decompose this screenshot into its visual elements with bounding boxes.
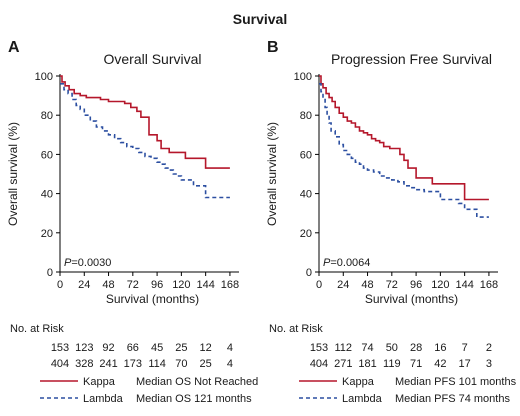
at-risk-count: 404 [310, 358, 328, 370]
y-tick-label: 100 [294, 71, 312, 83]
at-risk-count: 241 [99, 358, 117, 370]
y-tick-label: 40 [41, 189, 53, 201]
at-risk-count: 173 [124, 358, 142, 370]
legend-median: Median PFS 101 months [395, 376, 517, 388]
x-tick-label: 48 [361, 279, 373, 291]
legend-median: Median OS 121 months [136, 393, 252, 405]
x-tick-label: 0 [57, 279, 63, 291]
legend-label: Lambda [83, 393, 124, 405]
at-risk-count: 3 [486, 358, 492, 370]
x-tick-label: 120 [431, 279, 449, 291]
x-tick-label: 96 [151, 279, 163, 291]
x-tick-label: 72 [127, 279, 139, 291]
at-risk-count: 45 [151, 342, 163, 354]
panel-overall-survival: A Overall Survival 0 20 40 60 80 100 0 24 48 72 96 12… [6, 39, 258, 405]
x-tick-label: 72 [386, 279, 398, 291]
at-risk-count: 404 [51, 358, 69, 370]
x-tick-label: 96 [410, 279, 422, 291]
legend-label: Kappa [342, 376, 375, 388]
panel-label: A [8, 39, 20, 56]
at-risk-count: 2 [486, 342, 492, 354]
at-risk-title: No. at Risk [10, 323, 64, 335]
at-risk-count: 12 [200, 342, 212, 354]
at-risk-count: 112 [335, 342, 353, 354]
series-line-kappa [319, 75, 489, 201]
at-risk-count: 92 [102, 342, 114, 354]
legend-median: Median OS Not Reached [136, 376, 258, 388]
y-tick-label: 80 [300, 110, 312, 122]
y-axis-label: Overall survival (%) [6, 122, 20, 226]
at-risk-count: 70 [175, 358, 187, 370]
p-value-label: P=0.0064 [323, 257, 370, 269]
y-tick-label: 20 [41, 228, 53, 240]
x-axis-label: Survival (months) [106, 292, 199, 306]
at-risk-count: 66 [127, 342, 139, 354]
panel-title: Overall Survival [103, 51, 201, 67]
at-risk-count: 153 [51, 342, 69, 354]
panel-title: Progression Free Survival [331, 51, 492, 67]
at-risk-count: 123 [75, 342, 93, 354]
at-risk-count: 328 [75, 358, 93, 370]
x-tick-label: 144 [455, 279, 473, 291]
legend-label: Lambda [342, 393, 383, 405]
at-risk-count: 17 [459, 358, 471, 370]
y-tick-label: 0 [47, 267, 53, 279]
x-tick-label: 144 [196, 279, 214, 291]
at-risk-count: 42 [434, 358, 446, 370]
panel-progression-free-survival: B Progression Free Survival 0 20 40 60 80 100 0 2… [265, 39, 517, 405]
y-tick-label: 20 [300, 228, 312, 240]
series-line-kappa [60, 75, 230, 169]
y-tick-label: 100 [35, 71, 53, 83]
p-value-label: P=0.0030 [64, 257, 111, 269]
legend-label: Kappa [83, 376, 116, 388]
at-risk-count: 25 [175, 342, 187, 354]
at-risk-count: 25 [200, 358, 212, 370]
figure-title: Survival [233, 11, 287, 27]
series-line-lambda [319, 83, 489, 218]
x-tick-label: 48 [102, 279, 114, 291]
y-tick-label: 0 [306, 267, 312, 279]
at-risk-title: No. at Risk [269, 323, 323, 335]
p-symbol: P [64, 257, 72, 269]
x-tick-label: 24 [78, 279, 90, 291]
y-tick-label: 40 [300, 189, 312, 201]
x-tick-label: 0 [316, 279, 322, 291]
x-axis-label: Survival (months) [365, 292, 458, 306]
at-risk-count: 28 [410, 342, 422, 354]
x-tick-label: 168 [480, 279, 498, 291]
at-risk-count: 271 [334, 358, 352, 370]
at-risk-count: 16 [434, 342, 446, 354]
x-tick-label: 24 [337, 279, 349, 291]
x-tick-label: 168 [221, 279, 239, 291]
panel-label: B [267, 39, 279, 56]
x-tick-label: 120 [172, 279, 190, 291]
p-symbol: P [323, 257, 331, 269]
at-risk-count: 7 [462, 342, 468, 354]
series-line-lambda [60, 83, 230, 199]
y-tick-label: 60 [300, 149, 312, 161]
at-risk-count: 153 [310, 342, 328, 354]
p-value: =0.0064 [330, 257, 370, 269]
at-risk-count: 119 [383, 358, 401, 370]
y-tick-label: 80 [41, 110, 53, 122]
legend-median: Median PFS 74 months [395, 393, 510, 405]
y-axis-label: Overall survival (%) [265, 122, 279, 226]
at-risk-count: 50 [386, 342, 398, 354]
at-risk-count: 71 [410, 358, 422, 370]
at-risk-count: 74 [361, 342, 373, 354]
at-risk-count: 181 [358, 358, 376, 370]
y-tick-label: 60 [41, 149, 53, 161]
at-risk-count: 114 [148, 358, 166, 370]
p-value: =0.0030 [71, 257, 111, 269]
at-risk-count: 4 [227, 342, 233, 354]
at-risk-count: 4 [227, 358, 233, 370]
